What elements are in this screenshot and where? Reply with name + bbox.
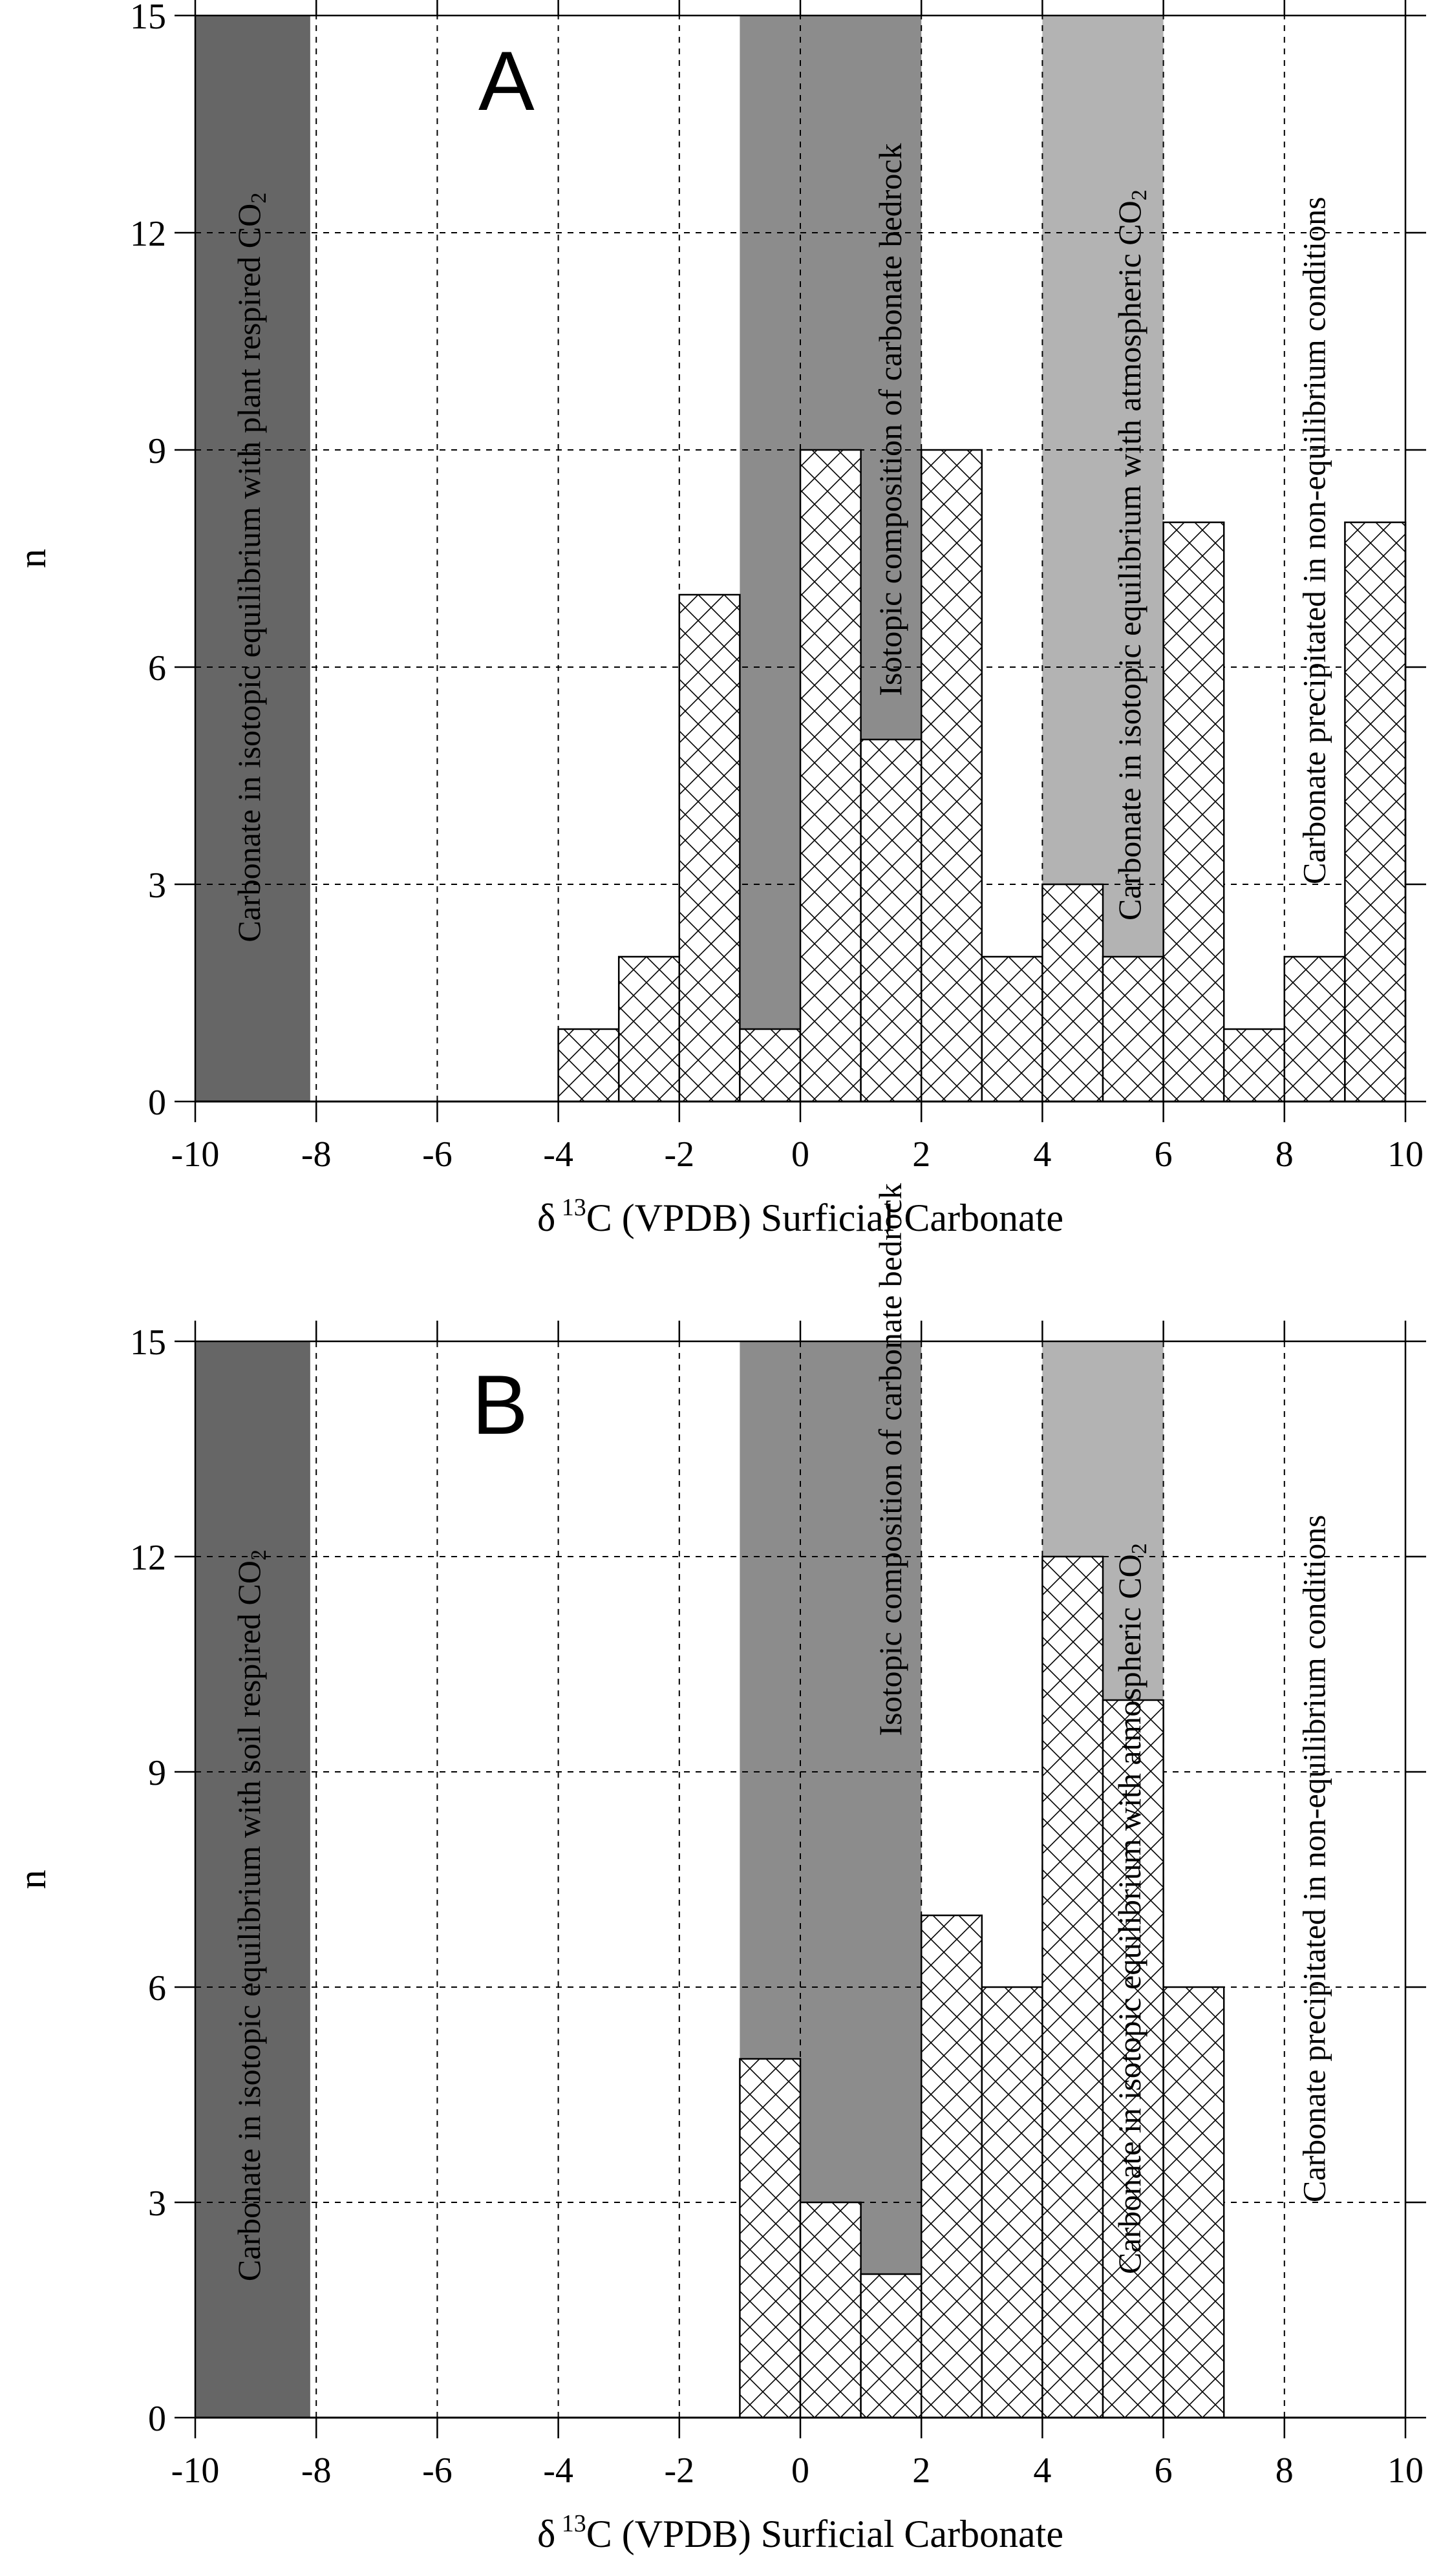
region-label-subscript: 2 xyxy=(247,193,271,204)
region-label-text: Carbonate in isotopic equilibrium with s… xyxy=(231,1560,267,2281)
y-tick-label: 15 xyxy=(130,0,166,37)
x-tick-label: 8 xyxy=(1275,2451,1294,2491)
histogram-bar xyxy=(1162,521,1225,1103)
y-tick-label: 6 xyxy=(148,648,166,688)
x-axis-title-delta: δ xyxy=(537,2513,555,2555)
x-tick-label: 2 xyxy=(912,1134,930,1175)
region-label: Carbonate in isotopic equilibrium with a… xyxy=(1111,189,1151,921)
histogram-bar xyxy=(739,2058,802,2419)
histogram-bar xyxy=(1222,1028,1286,1103)
x-axis-title-delta: δ xyxy=(537,1197,555,1239)
x-tick-label: -8 xyxy=(301,2451,332,2491)
x-tick-label: 2 xyxy=(912,2451,930,2491)
region-label-text: Carbonate precipitated in non-equilibriu… xyxy=(1296,197,1332,884)
region-label-text: Carbonate in isotopic equilibrium with a… xyxy=(1111,1554,1147,2274)
panel-a: Carbonate in isotopic equilibrium with p… xyxy=(11,0,1426,1239)
region-label-text: Carbonate precipitated in non-equilibriu… xyxy=(1296,1515,1332,2202)
x-tick-label: -10 xyxy=(171,2451,220,2491)
y-tick-label: 12 xyxy=(130,214,166,254)
x-tick-label: -10 xyxy=(171,1134,220,1175)
x-tick-label: 4 xyxy=(1033,1134,1051,1175)
histogram-bar xyxy=(678,593,741,1103)
x-tick-label: -2 xyxy=(664,1134,694,1175)
y-tick-label: 0 xyxy=(148,1083,166,1123)
x-tick-label: 6 xyxy=(1155,2451,1173,2491)
histogram-bar xyxy=(1162,1986,1225,2419)
histogram-bar xyxy=(981,955,1043,1103)
y-tick-label: 9 xyxy=(148,431,166,471)
panel-letter: A xyxy=(478,34,535,128)
histogram-bar xyxy=(1041,883,1104,1103)
y-tick-label: 3 xyxy=(148,866,166,906)
x-tick-label: -6 xyxy=(422,1134,453,1175)
region-label: Carbonate precipitated in non-equilibriu… xyxy=(1296,197,1332,884)
x-tick-label: 10 xyxy=(1387,2451,1424,2491)
x-tick-label: -4 xyxy=(543,1134,573,1175)
x-tick-label: 6 xyxy=(1155,1134,1173,1175)
histogram-bar xyxy=(557,1028,620,1103)
histogram-bar xyxy=(1041,1555,1104,2419)
x-axis-title: δ 13C (VPDB) Surficial Carbonate xyxy=(537,1194,1063,1239)
x-tick-label: 10 xyxy=(1387,1134,1424,1175)
x-tick-label: -8 xyxy=(301,1134,332,1175)
region-label-subscript: 2 xyxy=(247,1549,271,1560)
region-label-text: Isotopic composition of carbonate bedroc… xyxy=(873,1183,909,1736)
x-tick-label: 8 xyxy=(1275,1134,1294,1175)
x-tick-label: -4 xyxy=(543,2451,573,2491)
histogram-bar xyxy=(860,2273,923,2419)
y-tick-label: 9 xyxy=(148,1753,166,1793)
x-tick-label: 0 xyxy=(791,2451,809,2491)
region-label-text: Carbonate in isotopic equilibrium with p… xyxy=(231,204,267,942)
region-label-text: Isotopic composition of carbonate bedroc… xyxy=(873,143,909,696)
region-label: Carbonate in isotopic equilibrium with p… xyxy=(231,193,270,942)
x-tick-label: -6 xyxy=(422,2451,453,2491)
histogram-bar xyxy=(739,1028,802,1103)
histogram-bar xyxy=(617,955,681,1103)
histogram-bar xyxy=(1102,955,1164,1103)
y-axis-title: n xyxy=(11,1870,54,1889)
region-label: Carbonate in isotopic equilibrium with a… xyxy=(1111,1543,1151,2274)
x-axis-title-superscript: 13 xyxy=(555,1194,586,1221)
region-band-0 xyxy=(195,16,310,1102)
y-tick-label: 0 xyxy=(148,2399,166,2439)
panel-letter: B xyxy=(472,1357,528,1452)
histogram-bar xyxy=(920,1914,983,2419)
y-tick-label: 15 xyxy=(130,1323,166,1363)
histogram-bar xyxy=(981,1986,1043,2419)
histogram-bar xyxy=(799,2201,862,2419)
region-label-subscript: 2 xyxy=(1127,189,1151,200)
region-label: Carbonate in isotopic equilibrium with s… xyxy=(231,1549,270,2281)
x-axis-title: δ 13C (VPDB) Surficial Carbonate xyxy=(537,2510,1063,2555)
panel-b: Carbonate in isotopic equilibrium with s… xyxy=(11,1183,1426,2555)
histogram-bar xyxy=(799,449,862,1103)
region-label-text: Carbonate in isotopic equilibrium with a… xyxy=(1111,200,1147,921)
region-band-0 xyxy=(195,1341,310,2418)
x-tick-label: 0 xyxy=(791,1134,809,1175)
y-tick-label: 12 xyxy=(130,1538,166,1578)
x-axis-title-text: C (VPDB) Surficial Carbonate xyxy=(586,1197,1063,1239)
histogram-bar xyxy=(1283,955,1346,1103)
y-axis-title: n xyxy=(11,549,54,568)
histogram-bar xyxy=(860,738,923,1103)
region-label-subscript: 2 xyxy=(1127,1543,1151,1554)
x-axis-title-text: C (VPDB) Surficial Carbonate xyxy=(586,2513,1063,2555)
region-label: Isotopic composition of carbonate bedroc… xyxy=(873,1183,909,1736)
x-tick-label: 4 xyxy=(1033,2451,1051,2491)
region-label: Carbonate precipitated in non-equilibriu… xyxy=(1296,1515,1332,2202)
histogram-bar xyxy=(920,449,983,1103)
histogram-bar xyxy=(1344,521,1407,1103)
y-tick-label: 3 xyxy=(148,2184,166,2224)
region-label: Isotopic composition of carbonate bedroc… xyxy=(873,143,909,696)
x-axis-title-superscript: 13 xyxy=(555,2510,586,2537)
y-tick-label: 6 xyxy=(148,1968,166,2008)
x-tick-label: -2 xyxy=(664,2451,694,2491)
